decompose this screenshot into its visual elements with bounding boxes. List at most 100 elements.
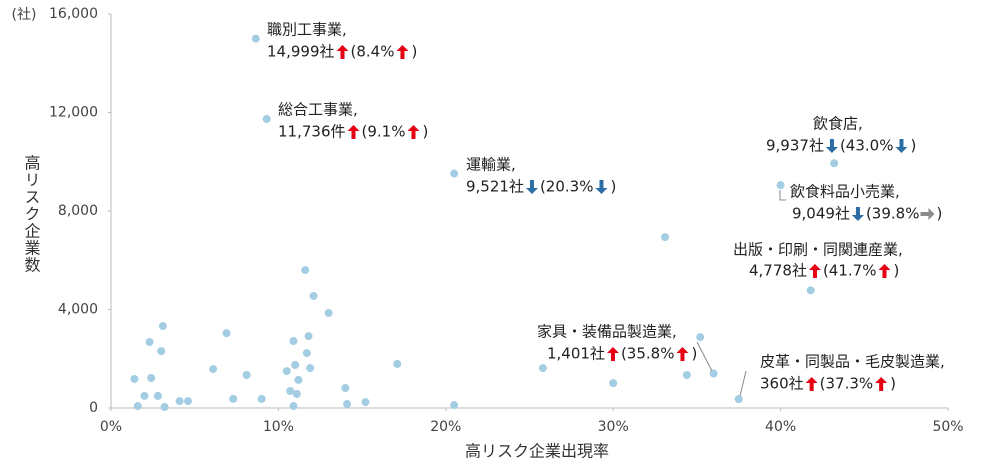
y-axis-title: 高リスク企業数 bbox=[22, 155, 41, 274]
point bbox=[133, 402, 142, 411]
point bbox=[709, 369, 718, 378]
trend-arrow bbox=[676, 347, 689, 361]
annotation-rate: (9.1% bbox=[362, 123, 406, 141]
annotation-rate: (39.8% bbox=[866, 205, 920, 223]
point bbox=[304, 332, 313, 341]
point bbox=[343, 400, 352, 409]
annotation-name: 家具・装備品製造業, bbox=[537, 323, 677, 341]
point bbox=[830, 159, 839, 168]
annotation-value: 9,937社 bbox=[766, 137, 824, 155]
point bbox=[776, 181, 785, 190]
annotation-close: ) bbox=[691, 345, 697, 363]
trend-arrow bbox=[878, 264, 891, 278]
trend-arrow bbox=[808, 264, 821, 278]
trend-arrow bbox=[805, 377, 818, 391]
annotation-name: 総合工事業, bbox=[278, 101, 358, 119]
trend-arrow bbox=[606, 347, 619, 361]
annotation-value: 9,521社 bbox=[466, 178, 524, 196]
annotation-rate: (20.3% bbox=[540, 178, 594, 196]
annotation-rate: (8.4% bbox=[351, 43, 395, 61]
x-tick-label: 50% bbox=[932, 419, 963, 435]
annotation-close: ) bbox=[910, 137, 916, 155]
point bbox=[450, 401, 459, 410]
point bbox=[609, 379, 618, 388]
point bbox=[184, 397, 193, 406]
point bbox=[229, 394, 238, 403]
point bbox=[361, 398, 370, 407]
y-tick-label: 4,000 bbox=[58, 302, 98, 318]
annotation-name: 運輸業, bbox=[466, 156, 516, 174]
point bbox=[130, 374, 139, 383]
y-tick-label: 8,000 bbox=[58, 203, 98, 219]
y-unit: (社) bbox=[12, 7, 37, 23]
point bbox=[140, 391, 149, 400]
point bbox=[301, 266, 310, 275]
point bbox=[393, 359, 402, 368]
annotation-close: ) bbox=[893, 262, 899, 280]
leader-line bbox=[779, 190, 786, 201]
annotation-value: 9,049社 bbox=[792, 205, 850, 223]
annotation-value: 11,736件 bbox=[278, 123, 346, 141]
point bbox=[294, 375, 303, 384]
point bbox=[291, 360, 300, 369]
point bbox=[157, 347, 166, 356]
annotation-value: 4,778社 bbox=[749, 262, 807, 280]
point bbox=[324, 308, 333, 317]
point bbox=[160, 403, 169, 412]
point bbox=[309, 291, 318, 300]
point bbox=[292, 389, 301, 398]
leader-line bbox=[739, 370, 747, 397]
trend-arrow bbox=[825, 139, 838, 153]
point bbox=[251, 34, 260, 43]
point bbox=[306, 364, 315, 373]
annotation-name: 飲食店, bbox=[813, 115, 863, 133]
point bbox=[242, 371, 251, 380]
point bbox=[175, 397, 184, 406]
annotation-close: ) bbox=[422, 123, 428, 141]
point bbox=[158, 321, 167, 330]
trend-arrow bbox=[875, 377, 888, 391]
annotation-close: ) bbox=[936, 205, 942, 223]
annotation-name: 飲食料品小売業, bbox=[790, 183, 900, 201]
point bbox=[262, 115, 271, 124]
annotation-close: ) bbox=[890, 375, 896, 393]
point bbox=[661, 233, 670, 242]
point bbox=[302, 349, 311, 358]
annotation-rate: (41.7% bbox=[823, 262, 877, 280]
trend-arrow bbox=[895, 139, 908, 153]
annotation-name: 出版・印刷・同関連産業, bbox=[733, 241, 903, 259]
x-tick-label: 30% bbox=[598, 419, 629, 435]
x-axis-title: 高リスク企業出現率 bbox=[465, 442, 609, 461]
point bbox=[341, 384, 350, 393]
annotation-name: 職別工事業, bbox=[267, 21, 347, 39]
annotation-rate: (35.8% bbox=[621, 345, 675, 363]
point bbox=[806, 286, 815, 295]
annotation-value: 1,401社 bbox=[547, 345, 605, 363]
point bbox=[209, 365, 218, 374]
point bbox=[696, 333, 705, 342]
y-tick-label: 16,000 bbox=[49, 6, 98, 22]
point bbox=[222, 329, 231, 338]
annotation-name: 皮革・同製品・毛皮製造業, bbox=[760, 353, 945, 371]
point bbox=[682, 371, 691, 380]
x-tick-label: 10% bbox=[263, 419, 294, 435]
annotation-close: ) bbox=[610, 178, 616, 196]
annotation-value: 14,999社 bbox=[267, 43, 335, 61]
point bbox=[289, 402, 298, 411]
point bbox=[153, 391, 162, 400]
leader-line bbox=[696, 341, 713, 372]
trend-arrow bbox=[347, 125, 360, 139]
point bbox=[538, 364, 547, 373]
trend-arrow bbox=[407, 125, 420, 139]
annotation-rate: (43.0% bbox=[840, 137, 894, 155]
trend-arrow bbox=[595, 180, 608, 194]
point bbox=[286, 387, 295, 396]
x-tick-label: 20% bbox=[430, 419, 461, 435]
point bbox=[145, 338, 154, 347]
y-tick-label: 0 bbox=[89, 400, 98, 416]
trend-arrow bbox=[396, 45, 409, 59]
trend-arrow bbox=[336, 45, 349, 59]
point bbox=[147, 373, 156, 382]
trend-arrow bbox=[851, 207, 864, 221]
